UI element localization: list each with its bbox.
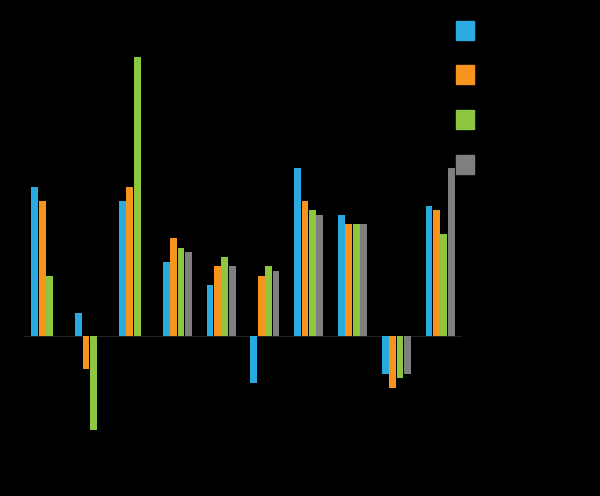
Bar	[360, 224, 367, 336]
Bar	[425, 206, 433, 336]
Bar	[382, 336, 389, 373]
Bar	[440, 234, 447, 336]
Bar	[221, 257, 228, 336]
Bar	[389, 336, 396, 387]
Bar	[229, 266, 236, 336]
Bar	[178, 248, 184, 336]
Bar	[170, 239, 177, 336]
Bar	[214, 266, 221, 336]
Bar	[346, 224, 352, 336]
Bar	[265, 266, 272, 336]
Bar	[206, 285, 214, 336]
Bar	[163, 262, 170, 336]
Bar	[397, 336, 403, 378]
Bar	[39, 201, 46, 336]
Bar	[338, 215, 345, 336]
Bar	[185, 252, 192, 336]
Bar	[272, 271, 280, 336]
Bar	[404, 336, 411, 373]
Bar	[31, 187, 38, 336]
Bar	[433, 210, 440, 336]
Bar	[294, 169, 301, 336]
Bar	[302, 201, 308, 336]
Bar	[258, 276, 265, 336]
Bar	[127, 187, 133, 336]
Bar	[46, 276, 53, 336]
Bar	[119, 201, 126, 336]
Bar	[353, 224, 359, 336]
Bar	[316, 215, 323, 336]
Bar	[75, 313, 82, 336]
Bar	[90, 336, 97, 430]
Bar	[250, 336, 257, 383]
Bar	[448, 169, 455, 336]
Bar	[309, 210, 316, 336]
Bar	[134, 57, 140, 336]
Bar	[83, 336, 89, 369]
